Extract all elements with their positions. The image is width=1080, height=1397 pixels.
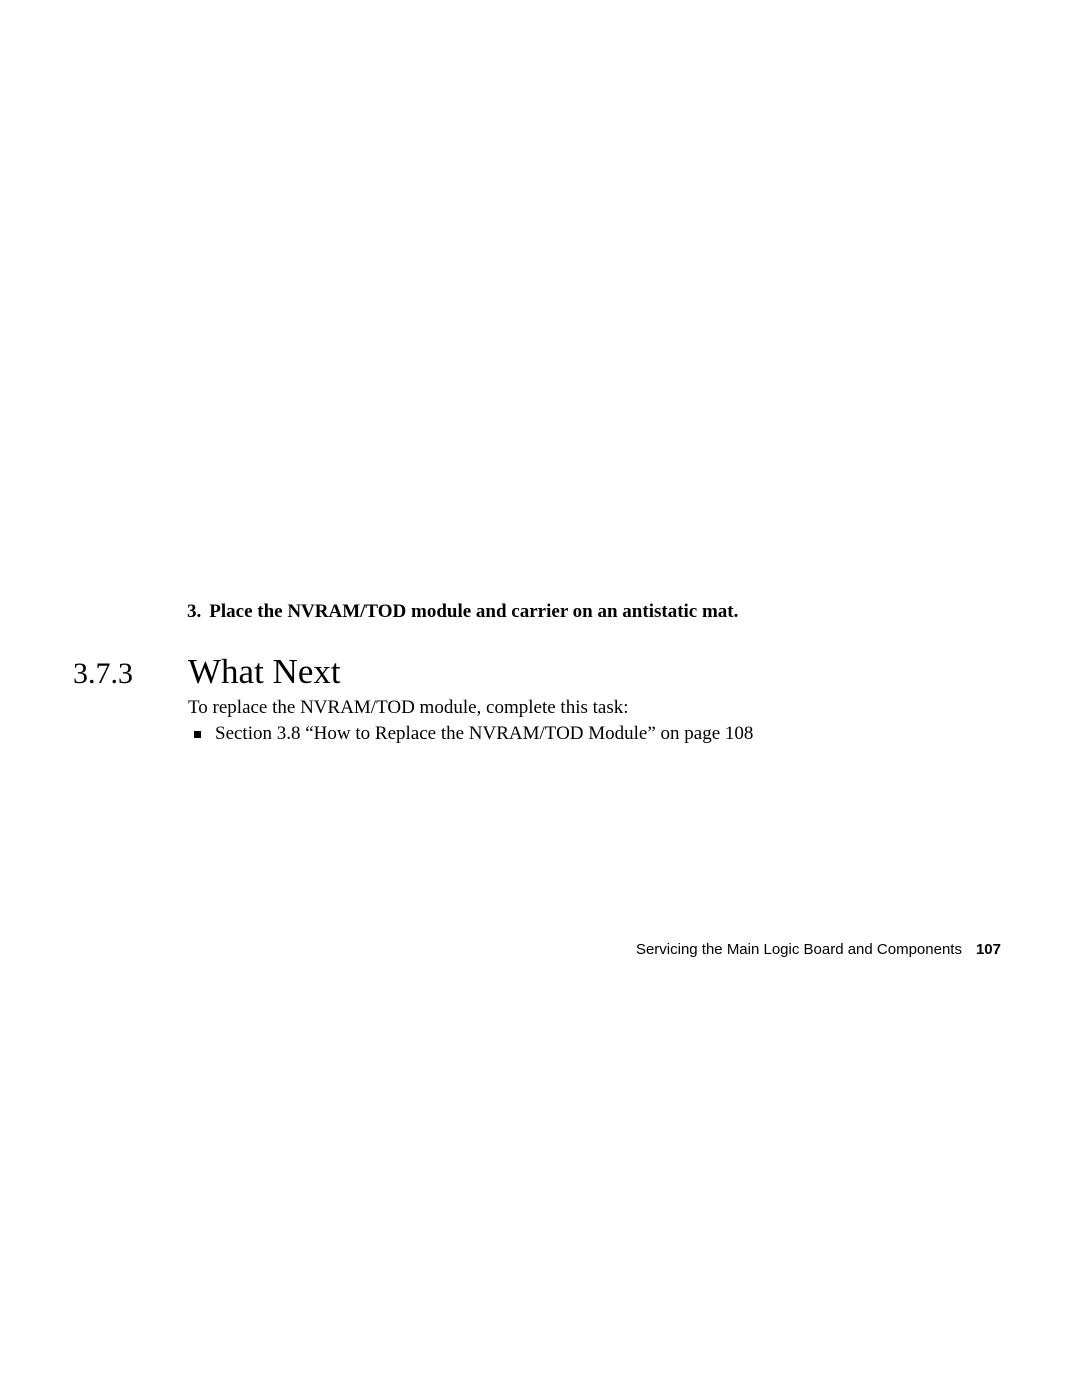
step-number: 3. [187, 601, 201, 623]
bullet-item: Section 3.8 “How to Replace the NVRAM/TO… [194, 723, 753, 745]
step-text: Place the NVRAM/TOD module and carrier o… [209, 601, 738, 622]
page-footer: Servicing the Main Logic Board and Compo… [636, 941, 1001, 958]
footer-page-number: 107 [976, 941, 1001, 958]
body-intro: To replace the NVRAM/TOD module, complet… [188, 697, 629, 719]
bullet-text: Section 3.8 “How to Replace the NVRAM/TO… [215, 723, 753, 745]
bullet-marker [194, 731, 201, 738]
step-instruction: 3. Place the NVRAM/TOD module and carrier… [187, 601, 738, 623]
page-content: 3. Place the NVRAM/TOD module and carrier… [0, 0, 1080, 1397]
section-number: 3.7.3 [73, 657, 188, 691]
footer-title: Servicing the Main Logic Board and Compo… [636, 941, 962, 958]
section-title: What Next [188, 652, 341, 692]
section-heading: 3.7.3 What Next [73, 652, 341, 692]
